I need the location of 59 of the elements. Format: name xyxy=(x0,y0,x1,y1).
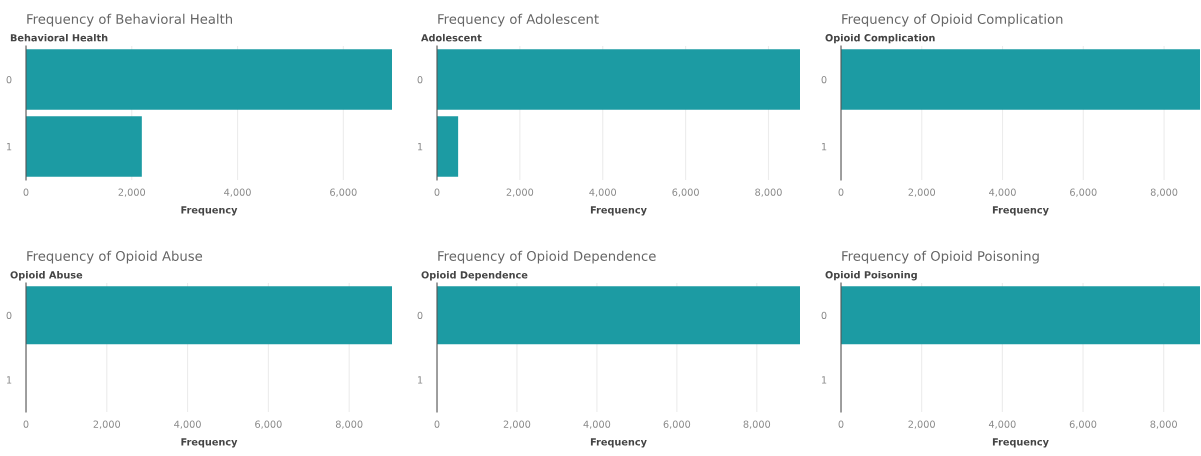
y-tick-label: 0 xyxy=(6,75,12,84)
x-tick-label: 4,000 xyxy=(583,420,611,429)
y-tick-label: 1 xyxy=(821,376,827,384)
x-tick-label: 2,000 xyxy=(908,188,936,197)
y-tick-label: 0 xyxy=(417,75,423,84)
x-tick-label: 6,000 xyxy=(255,420,282,429)
chart-title: Frequency of Opioid Dependence xyxy=(438,250,656,264)
x-tick-label: 8,000 xyxy=(743,420,771,429)
x-tick-label: 4,000 xyxy=(224,188,251,197)
y-tick-label: 1 xyxy=(6,376,12,384)
chart-title: Frequency of Opioid Poisoning xyxy=(842,250,1039,264)
x-tick-label: 0 xyxy=(838,188,844,196)
x-axis-title: Frequency xyxy=(181,206,238,216)
x-tick-label: 2,000 xyxy=(93,420,121,429)
x-axis-title: Frequency xyxy=(181,438,238,448)
x-axis-title: Frequency xyxy=(992,438,1049,448)
chart-title: Frequency of Adolescent xyxy=(438,13,599,27)
y-tick-label: 0 xyxy=(6,311,12,320)
x-tick-label: 6,000 xyxy=(663,420,691,429)
x-tick-label: 6,000 xyxy=(1069,420,1097,429)
x-tick-label: 6,000 xyxy=(1070,188,1097,197)
chart-title: Frequency of Behavioral Health xyxy=(27,13,233,27)
x-tick-label: 4,000 xyxy=(989,188,1016,197)
y-tick-label: 1 xyxy=(821,143,827,151)
x-tick-label: 0 xyxy=(838,420,844,428)
x-tick-label: 2,000 xyxy=(503,420,531,429)
y-axis-title: Opioid Dependence xyxy=(421,271,528,281)
y-tick-label: 0 xyxy=(821,75,827,84)
y-tick-label: 1 xyxy=(6,143,12,151)
x-tick-label: 4,000 xyxy=(988,420,1016,429)
y-tick-label: 1 xyxy=(417,376,423,384)
chart-title: Frequency of Opioid Complication xyxy=(842,13,1063,27)
x-axis-title: Frequency xyxy=(992,206,1049,216)
x-tick-label: 4,000 xyxy=(589,188,617,197)
x-tick-label: 8,000 xyxy=(755,188,782,197)
x-tick-label: 8,000 xyxy=(1150,188,1178,197)
y-axis-title: Adolescent xyxy=(421,33,482,42)
y-axis-title: Behavioral Health xyxy=(10,33,108,42)
x-tick-label: 6,000 xyxy=(330,188,357,197)
x-tick-label: 8,000 xyxy=(335,420,363,429)
x-axis-title: Frequency xyxy=(590,206,647,216)
x-tick-label: 0 xyxy=(23,188,29,196)
y-tick-label: 0 xyxy=(821,311,827,320)
y-axis-title: Opioid Complication xyxy=(825,33,935,44)
x-tick-label: 2,000 xyxy=(908,420,935,429)
x-tick-label: 2,000 xyxy=(506,188,534,197)
x-tick-label: 0 xyxy=(434,188,440,196)
x-tick-label: 8,000 xyxy=(1150,420,1177,429)
y-tick-label: 0 xyxy=(417,311,423,320)
x-tick-label: 0 xyxy=(434,420,440,428)
x-tick-label: 4,000 xyxy=(174,420,201,429)
x-tick-label: 0 xyxy=(23,420,29,428)
y-axis-title: Opioid Abuse xyxy=(10,271,83,281)
x-tick-label: 2,000 xyxy=(118,188,146,197)
y-axis-title: Opioid Poisoning xyxy=(825,270,917,281)
x-axis-title: Frequency xyxy=(590,438,647,448)
y-tick-label: 1 xyxy=(417,143,423,151)
chart-title: Frequency of Opioid Abuse xyxy=(27,250,203,264)
x-tick-label: 6,000 xyxy=(672,188,699,197)
